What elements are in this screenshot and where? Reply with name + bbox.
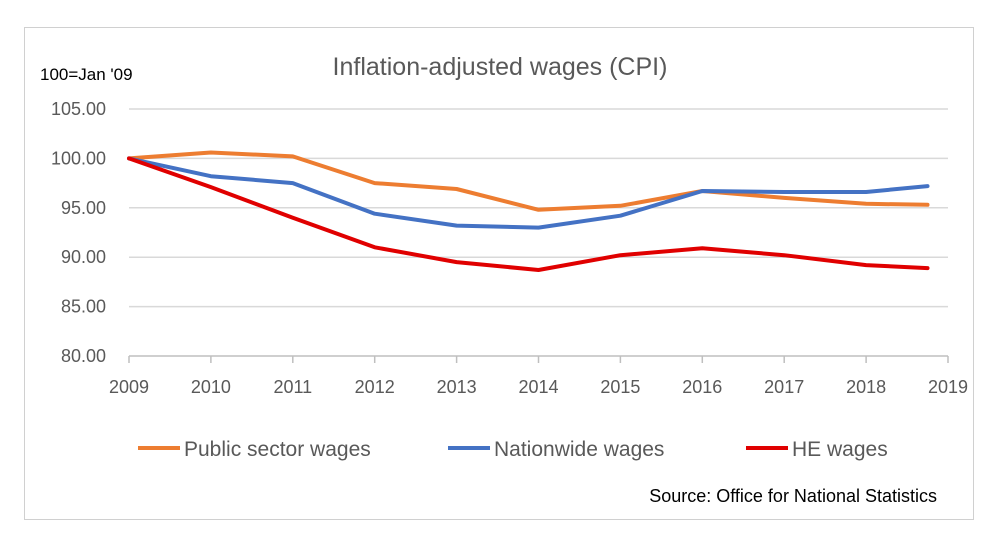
series-line-3	[127, 156, 930, 272]
y-tick-label: 80.00	[61, 346, 106, 366]
x-tick-label: 2014	[518, 377, 558, 397]
x-tick-label: 2015	[600, 377, 640, 397]
legend-label: Nationwide wages	[494, 438, 664, 461]
y-tick-label: 100.00	[51, 148, 106, 168]
x-tick-label: 2012	[355, 377, 395, 397]
x-tick-label: 2011	[273, 377, 312, 397]
legend-label: HE wages	[792, 438, 888, 461]
y-tick-label: 90.00	[61, 247, 106, 267]
y-tick-label: 95.00	[61, 198, 106, 218]
legend-label: Public sector wages	[184, 438, 371, 461]
x-tick-label: 2009	[109, 377, 149, 397]
x-tick-label: 2018	[846, 377, 886, 397]
source-annotation: Source: Office for National Statistics	[649, 486, 937, 506]
series-line-2	[127, 156, 930, 230]
x-tick-label: 2019	[928, 377, 968, 397]
x-tick-label: 2013	[437, 377, 477, 397]
x-tick-label: 2010	[191, 377, 231, 397]
y-axis-label: 100=Jan '09	[40, 65, 133, 84]
x-tick-label: 2016	[682, 377, 722, 397]
y-tick-label: 85.00	[61, 297, 106, 317]
y-tick-label: 105.00	[51, 99, 106, 119]
x-tick-label: 2017	[764, 377, 804, 397]
chart-title: Inflation-adjusted wages (CPI)	[333, 53, 668, 81]
chart-frame	[24, 27, 974, 520]
series-line-1	[127, 150, 930, 212]
